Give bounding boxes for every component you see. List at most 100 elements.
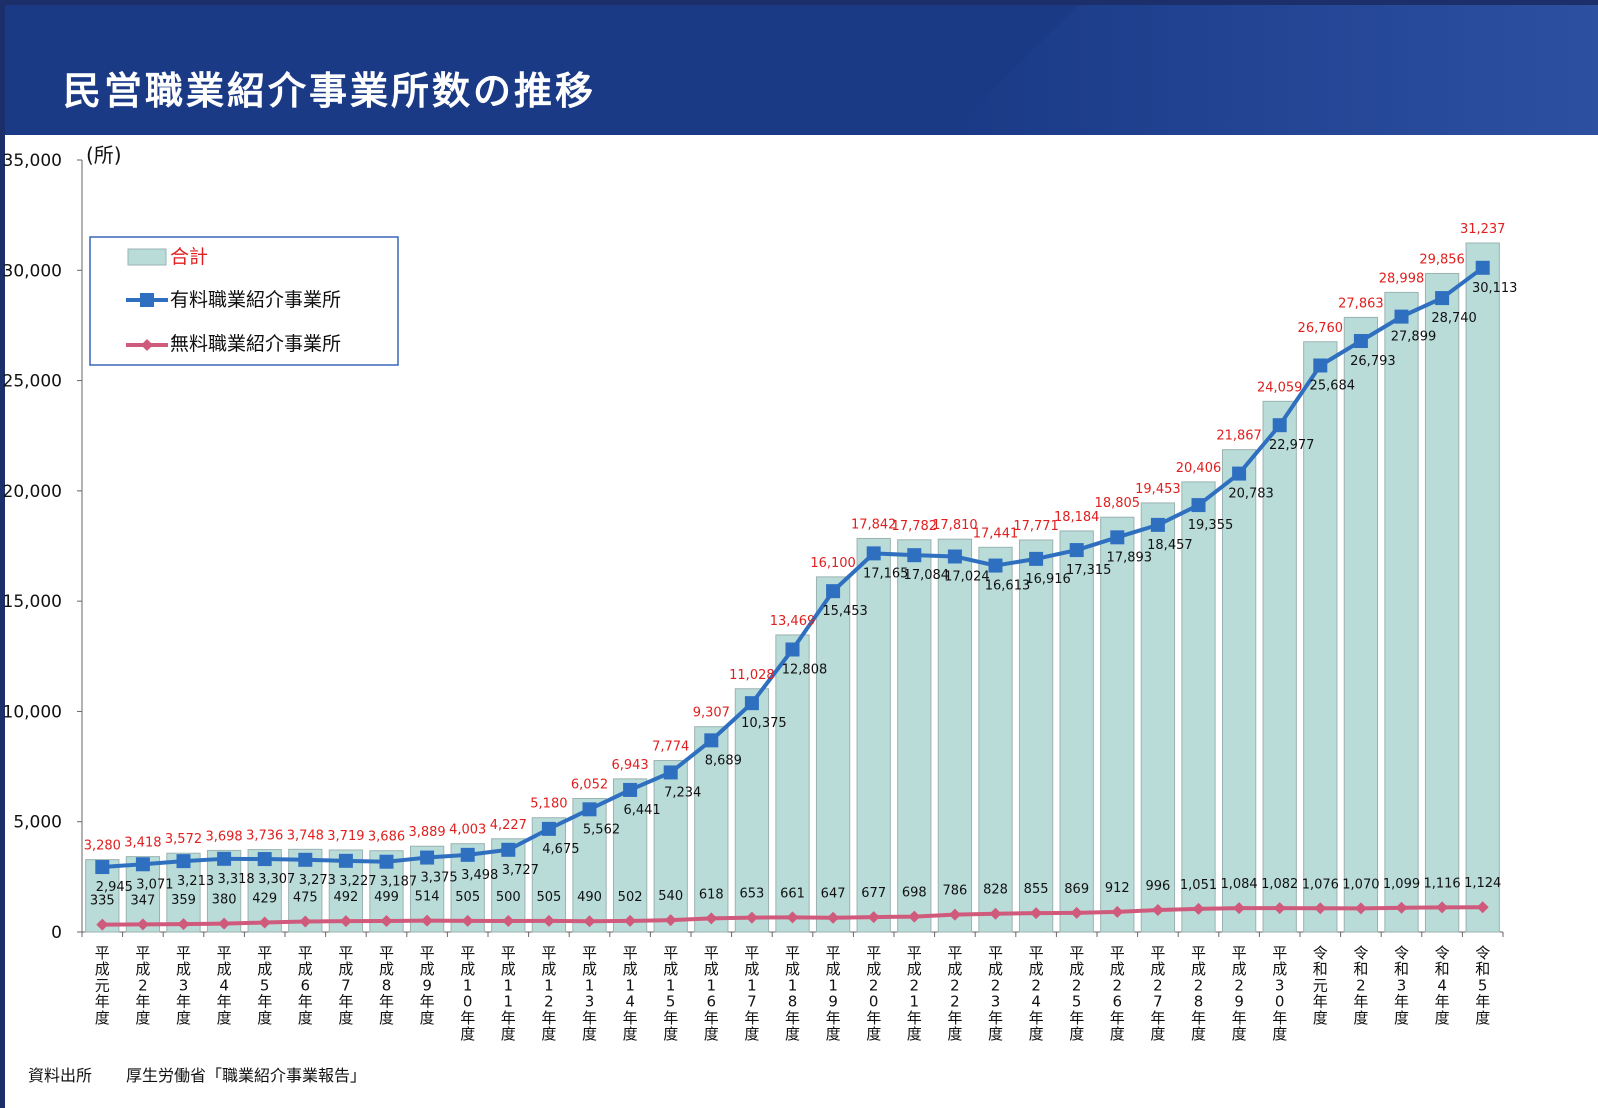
legend-label-total: 合計 xyxy=(170,246,208,268)
bar-total xyxy=(775,634,810,933)
marker-free xyxy=(1151,904,1164,917)
bar-total xyxy=(1465,242,1500,933)
label-total: 3,889 xyxy=(408,825,445,840)
marker-free xyxy=(461,914,474,927)
x-tick-label: 令和元年度 xyxy=(1313,944,1328,1027)
label-total: 3,572 xyxy=(165,832,202,847)
label-paid: 30,113 xyxy=(1472,281,1518,296)
label-paid: 25,684 xyxy=(1310,378,1356,393)
label-total: 17,782 xyxy=(892,519,938,534)
label-paid: 19,355 xyxy=(1188,518,1234,533)
label-paid: 16,613 xyxy=(985,579,1031,594)
source-text: 厚生労働省「職業紹介事業報告」 xyxy=(126,1066,367,1085)
marker-paid xyxy=(460,847,475,862)
bar-total xyxy=(1303,341,1338,933)
x-tick-label: 平成 1 0 年度 xyxy=(460,944,475,1043)
label-paid: 3,273 xyxy=(299,873,336,888)
label-free: 490 xyxy=(577,890,602,905)
bar-total xyxy=(1343,316,1379,933)
x-tick-label: 平成 2 年度 xyxy=(135,944,150,1027)
label-paid: 4,675 xyxy=(542,842,579,857)
label-total: 26,760 xyxy=(1298,321,1344,336)
y-tick-label: 0 xyxy=(51,923,62,943)
x-tick-label: 平成元年度 xyxy=(95,944,110,1027)
marker-free xyxy=(583,915,596,928)
marker-free xyxy=(380,914,393,927)
marker-paid xyxy=(541,821,556,836)
x-tick-label: 平成 2 6 年度 xyxy=(1110,944,1125,1043)
y-tick-label: 5,000 xyxy=(13,813,62,833)
marker-paid xyxy=(1353,334,1368,349)
label-paid: 22,977 xyxy=(1269,438,1315,453)
label-total: 31,237 xyxy=(1460,222,1506,237)
bar-total xyxy=(1059,530,1094,933)
label-free: 540 xyxy=(658,889,683,904)
marker-paid xyxy=(1394,309,1409,324)
marker-paid xyxy=(1110,530,1125,545)
label-free: 786 xyxy=(942,884,967,899)
marker-paid xyxy=(379,854,394,869)
label-free: 514 xyxy=(415,890,440,905)
label-total: 18,184 xyxy=(1054,510,1100,525)
label-paid: 3,071 xyxy=(136,877,173,892)
label-free: 499 xyxy=(374,890,399,905)
marker-paid xyxy=(866,546,881,561)
label-total: 4,227 xyxy=(490,818,527,833)
marker-free xyxy=(705,912,718,925)
label-free: 475 xyxy=(293,891,318,906)
label-free: 505 xyxy=(536,890,561,905)
label-paid: 17,084 xyxy=(904,568,950,583)
label-free: 335 xyxy=(90,894,115,909)
marker-free xyxy=(218,917,231,930)
label-total: 17,810 xyxy=(932,518,978,533)
marker-free xyxy=(177,918,190,931)
label-paid: 5,562 xyxy=(583,822,620,837)
label-total: 13,469 xyxy=(770,614,816,629)
x-tick-label: 平成 5 年度 xyxy=(257,944,272,1027)
label-free: 647 xyxy=(821,887,846,902)
marker-paid xyxy=(988,558,1003,573)
marker-free xyxy=(1476,901,1489,914)
marker-free xyxy=(867,911,880,924)
label-total: 5,180 xyxy=(530,797,567,812)
page-title: 民営職業紹介事業所数の推移 xyxy=(63,69,597,113)
marker-paid xyxy=(826,584,841,599)
label-free: 429 xyxy=(252,892,277,907)
label-total: 18,805 xyxy=(1095,496,1141,511)
label-free: 1,084 xyxy=(1220,877,1257,892)
label-total: 3,736 xyxy=(246,829,283,844)
y-tick-label: 35,000 xyxy=(3,151,62,171)
label-paid: 15,453 xyxy=(822,604,868,619)
marker-paid xyxy=(257,852,272,867)
label-free: 698 xyxy=(902,886,927,901)
label-paid: 20,783 xyxy=(1228,487,1274,502)
label-free: 996 xyxy=(1145,879,1170,894)
label-paid: 16,916 xyxy=(1025,572,1071,587)
marker-paid xyxy=(663,765,678,780)
marker-free xyxy=(1233,902,1246,915)
x-tick-label: 平成 1 5 年度 xyxy=(663,944,678,1043)
marker-paid xyxy=(1475,260,1490,275)
marker-free xyxy=(1111,905,1124,918)
bar-total xyxy=(1100,516,1135,933)
label-total: 21,867 xyxy=(1216,429,1262,444)
marker-free xyxy=(827,911,840,924)
x-tick-label: 令和 2 年度 xyxy=(1353,944,1368,1027)
label-paid: 3,727 xyxy=(502,863,539,878)
label-total: 3,280 xyxy=(84,839,121,854)
bar-total xyxy=(897,539,932,933)
label-free: 500 xyxy=(496,890,521,905)
x-tick-label: 平成 1 3 年度 xyxy=(582,944,597,1043)
marker-paid xyxy=(217,851,232,866)
bar-total xyxy=(937,538,973,933)
marker-paid xyxy=(947,549,962,564)
y-tick-label: 15,000 xyxy=(3,592,62,612)
marker-free xyxy=(989,907,1002,920)
marker-paid xyxy=(298,852,313,867)
y-tick-label: 30,000 xyxy=(3,261,62,281)
marker-free xyxy=(664,914,677,927)
marker-paid xyxy=(907,548,922,563)
x-tick-label: 平成 7 年度 xyxy=(338,944,353,1027)
x-tick-label: 平成 4 年度 xyxy=(217,944,232,1027)
